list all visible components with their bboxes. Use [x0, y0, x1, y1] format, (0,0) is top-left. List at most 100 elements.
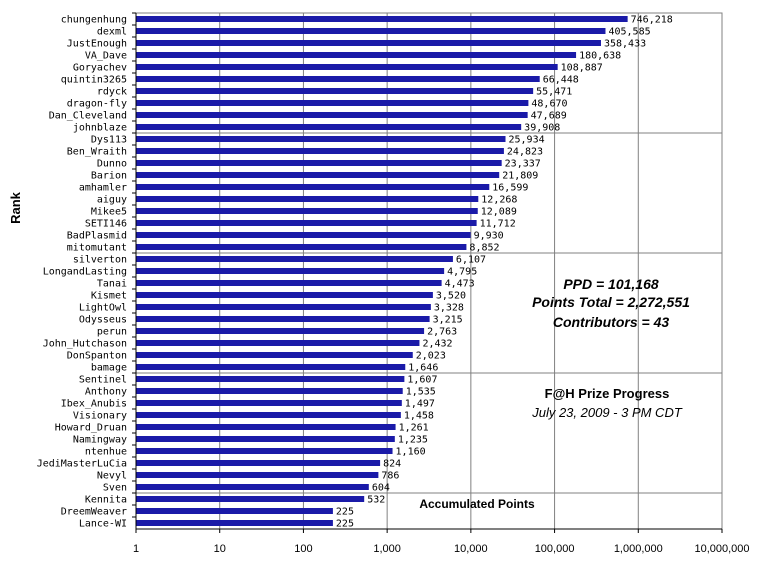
series-label: Accumulated Points	[419, 497, 535, 511]
value-label: 1,160	[396, 447, 426, 458]
category-label: Ibex_Anubis	[61, 399, 127, 410]
value-label: 4,473	[445, 279, 475, 290]
category-label: perun	[97, 327, 127, 338]
category-label: amhamler	[79, 183, 127, 194]
bar	[136, 496, 365, 502]
category-label: Odysseus	[79, 315, 127, 326]
bar	[136, 280, 442, 286]
bar	[136, 340, 420, 346]
category-label: VA_Dave	[85, 51, 127, 62]
bar	[136, 28, 606, 34]
bar	[136, 364, 406, 370]
bar	[136, 196, 479, 202]
category-label: Sven	[103, 483, 127, 494]
bar	[136, 304, 431, 310]
bar	[136, 160, 502, 166]
category-label: dexml	[97, 27, 127, 38]
value-label: 405,585	[608, 27, 650, 38]
bar	[136, 508, 333, 514]
bar	[136, 412, 401, 418]
bar	[136, 448, 393, 454]
x-tick-label: 100,000	[535, 543, 575, 555]
bar	[136, 112, 528, 118]
x-tick-label: 1,000	[373, 543, 401, 555]
value-label: 11,712	[480, 219, 516, 230]
bar	[136, 100, 529, 106]
value-label: 604	[372, 483, 390, 494]
value-label: 6,107	[456, 255, 486, 266]
ppd-annotation: PPD = 101,168	[563, 276, 659, 292]
value-label: 12,268	[481, 195, 517, 206]
value-label: 180,638	[579, 51, 621, 62]
value-label: 1,458	[404, 411, 434, 422]
value-labels: 746,218405,585358,433180,638108,88766,44…	[336, 15, 673, 530]
y-axis-label: Rank	[8, 191, 23, 224]
bar	[136, 148, 504, 154]
value-label: 786	[381, 471, 399, 482]
x-axis-ticks: 1 10 100 1,000 10,000 100,000 1,000,000 10,000,…	[133, 529, 750, 555]
value-label: 108,887	[561, 63, 603, 74]
bar	[136, 52, 577, 58]
value-label: 358,433	[604, 39, 646, 50]
category-label: Sentinel	[79, 375, 127, 386]
category-label: Ben_Wraith	[67, 147, 127, 158]
bar	[136, 520, 333, 526]
category-label: Dys113	[91, 135, 127, 146]
bar	[136, 136, 506, 142]
bar	[136, 232, 471, 238]
value-label: 66,448	[543, 75, 579, 86]
bar	[136, 352, 413, 358]
x-tick-label: 1,000,000	[614, 543, 663, 555]
category-label: mitomutant	[67, 243, 127, 254]
bar	[136, 388, 403, 394]
value-label: 824	[383, 459, 401, 470]
category-label: Dunno	[97, 159, 127, 170]
category-label: Kennita	[85, 495, 127, 506]
value-label: 25,934	[509, 135, 545, 146]
value-label: 2,023	[416, 351, 446, 362]
bar	[136, 220, 477, 226]
value-label: 532	[367, 495, 385, 506]
value-label: 225	[336, 507, 354, 518]
category-label: chungenhung	[61, 15, 127, 26]
category-label: silverton	[73, 255, 127, 266]
category-label: Namingway	[73, 435, 127, 446]
bar	[136, 268, 445, 274]
category-label: Lance-WI	[79, 519, 127, 530]
value-label: 2,432	[422, 339, 452, 350]
bar	[136, 208, 478, 214]
category-label: aiguy	[97, 195, 127, 206]
category-label: Visionary	[73, 411, 127, 422]
bar	[136, 76, 540, 82]
bar	[136, 328, 425, 334]
value-label: 9,930	[474, 231, 504, 242]
value-label: 1,646	[408, 363, 438, 374]
value-label: 1,261	[399, 423, 429, 434]
x-tick-label: 10,000,000	[694, 543, 749, 555]
category-label: Anthony	[85, 387, 127, 398]
category-label: Kismet	[91, 291, 127, 302]
bars	[136, 16, 628, 526]
category-label: BadPlasmid	[67, 231, 127, 242]
category-label: SETI146	[85, 219, 127, 230]
value-label: 16,599	[492, 183, 528, 194]
value-label: 55,471	[536, 87, 572, 98]
bar	[136, 256, 453, 262]
category-label: Goryachev	[73, 63, 127, 74]
value-label: 48,670	[531, 99, 567, 110]
value-label: 23,337	[505, 159, 541, 170]
value-label: 1,535	[406, 387, 436, 398]
category-label: Howard_Druan	[55, 423, 127, 434]
category-label: JustEnough	[67, 39, 127, 50]
chart-subtitle-date: July 23, 2009 - 3 PM CDT	[531, 405, 683, 420]
bar	[136, 124, 522, 130]
bar	[136, 460, 381, 466]
category-label: DonSpanton	[67, 351, 127, 362]
points-total-annotation: Points Total = 2,272,551	[532, 294, 690, 310]
category-label: bamage	[91, 363, 127, 374]
category-label: Dan_Cleveland	[49, 111, 127, 122]
x-tick-label: 100	[294, 543, 312, 555]
value-label: 1,497	[405, 399, 435, 410]
bar	[136, 376, 405, 382]
